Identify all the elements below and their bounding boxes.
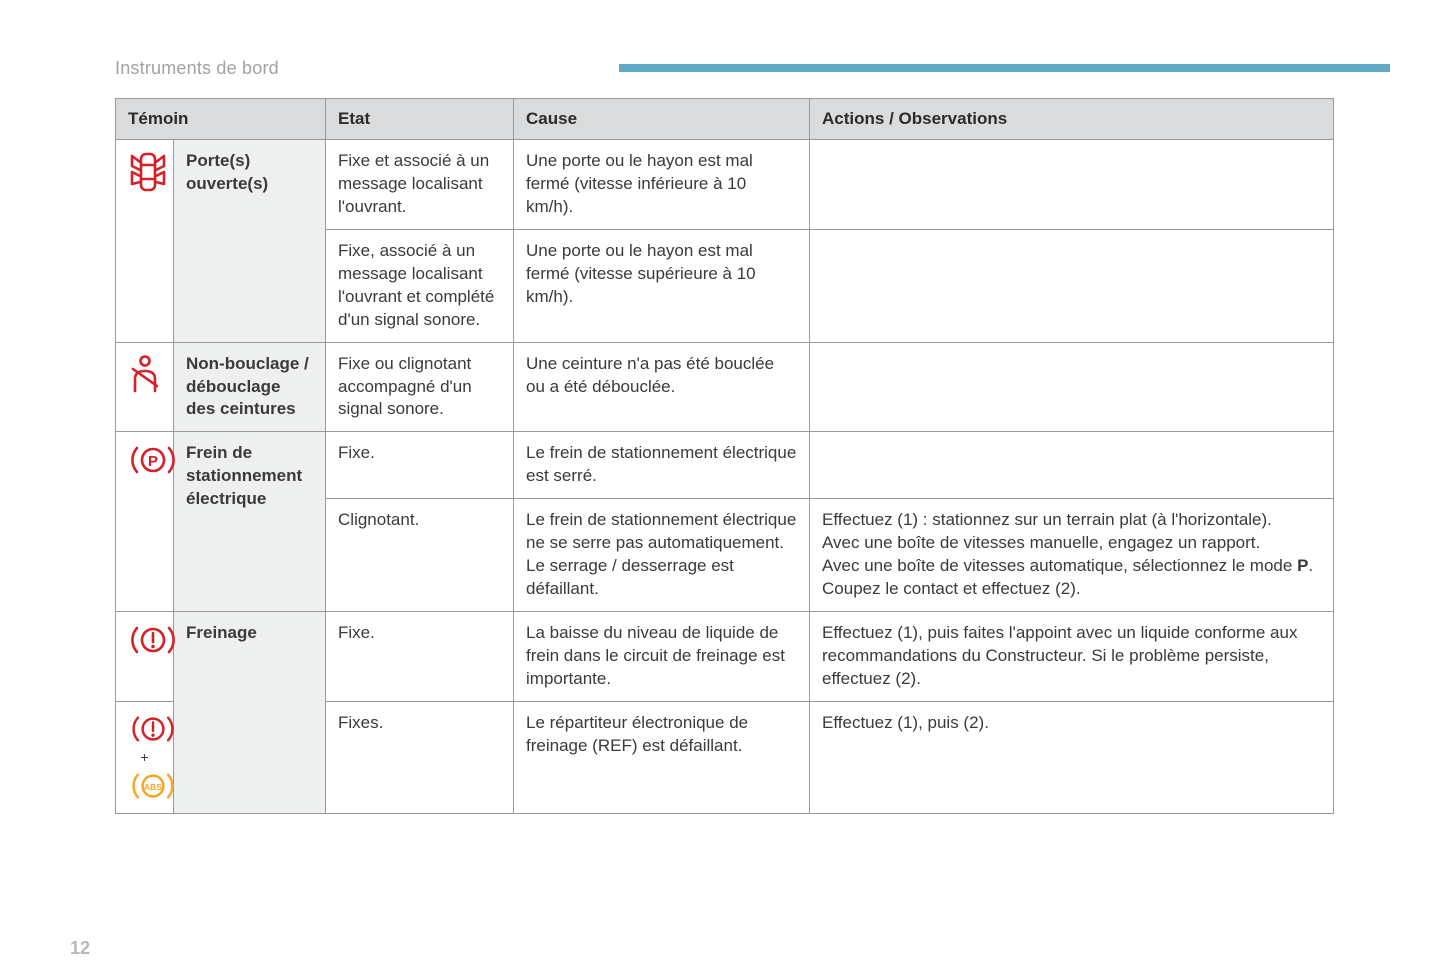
brake-warning-icon <box>128 712 178 746</box>
cell-action: Effectuez (1), puis (2). <box>810 701 1334 813</box>
page-number: 12 <box>70 938 90 959</box>
row-label: Non-bouclage / débouclage des ceintures <box>174 342 326 432</box>
table-header-row: Témoin Etat Cause Actions / Observations <box>116 99 1334 140</box>
cell-action <box>810 229 1334 342</box>
svg-text:P: P <box>148 453 158 470</box>
cell-action <box>810 342 1334 432</box>
icon-cell <box>116 140 174 343</box>
brake-warning-icon <box>128 622 178 658</box>
svg-text:ABS: ABS <box>144 781 162 791</box>
page: Instruments de bord Témoin Etat Cause Ac… <box>0 0 1445 977</box>
icon-cell: P <box>116 432 174 612</box>
cell-cause: Une porte ou le hayon est mal fermé (vit… <box>514 140 810 230</box>
parking-brake-icon: P <box>128 442 178 478</box>
plus-separator: + <box>128 748 161 767</box>
cell-action: Effectuez (1), puis faites l'appoint ave… <box>810 612 1334 702</box>
table-row: P Frein de stationnement électrique Fixe… <box>116 432 1334 499</box>
icon-cell: + ABS <box>116 701 174 813</box>
cell-state: Fixe, associé à un message localisant l'… <box>326 229 514 342</box>
cell-cause: Le frein de stationnement électrique ne … <box>514 499 810 612</box>
cell-cause: Une ceinture n'a pas été bouclée ou a ét… <box>514 342 810 432</box>
col-header-cause: Cause <box>514 99 810 140</box>
cell-state: Fixe ou clignotant accompagné d'un signa… <box>326 342 514 432</box>
col-header-etat: Etat <box>326 99 514 140</box>
seatbelt-icon <box>128 353 162 393</box>
cell-action: Effectuez (1) : stationnez sur un terrai… <box>810 499 1334 612</box>
cell-action <box>810 140 1334 230</box>
row-label: Frein de stationnement électrique <box>174 432 326 612</box>
col-header-temoin: Témoin <box>116 99 326 140</box>
cell-cause: Le répartiteur électronique de freinage … <box>514 701 810 813</box>
cell-state: Fixe et associé à un message localisant … <box>326 140 514 230</box>
page-header: Instruments de bord <box>115 56 1390 80</box>
table-row: Freinage Fixe. La baisse du niveau de li… <box>116 612 1334 702</box>
cell-cause: Le frein de stationnement électrique est… <box>514 432 810 499</box>
cell-state: Clignotant. <box>326 499 514 612</box>
warning-lights-table: Témoin Etat Cause Actions / Observations <box>115 98 1334 814</box>
cell-cause: Une porte ou le hayon est mal fermé (vit… <box>514 229 810 342</box>
cell-state: Fixe. <box>326 612 514 702</box>
icon-cell <box>116 342 174 432</box>
col-header-actions: Actions / Observations <box>810 99 1334 140</box>
abs-icon: ABS <box>128 769 178 803</box>
cell-cause: La baisse du niveau de liquide de frein … <box>514 612 810 702</box>
table-row: Non-bouclage / débouclage des ceintures … <box>116 342 1334 432</box>
cell-state: Fixes. <box>326 701 514 813</box>
icon-cell <box>116 612 174 702</box>
table-row: Porte(s) ouverte(s) Fixe et associé à un… <box>116 140 1334 230</box>
row-label: Porte(s) ouverte(s) <box>174 140 326 343</box>
cell-action <box>810 432 1334 499</box>
door-open-icon <box>128 150 168 194</box>
row-label: Freinage <box>174 612 326 814</box>
page-title: Instruments de bord <box>115 58 279 79</box>
cell-state: Fixe. <box>326 432 514 499</box>
header-accent-bar <box>619 64 1390 72</box>
